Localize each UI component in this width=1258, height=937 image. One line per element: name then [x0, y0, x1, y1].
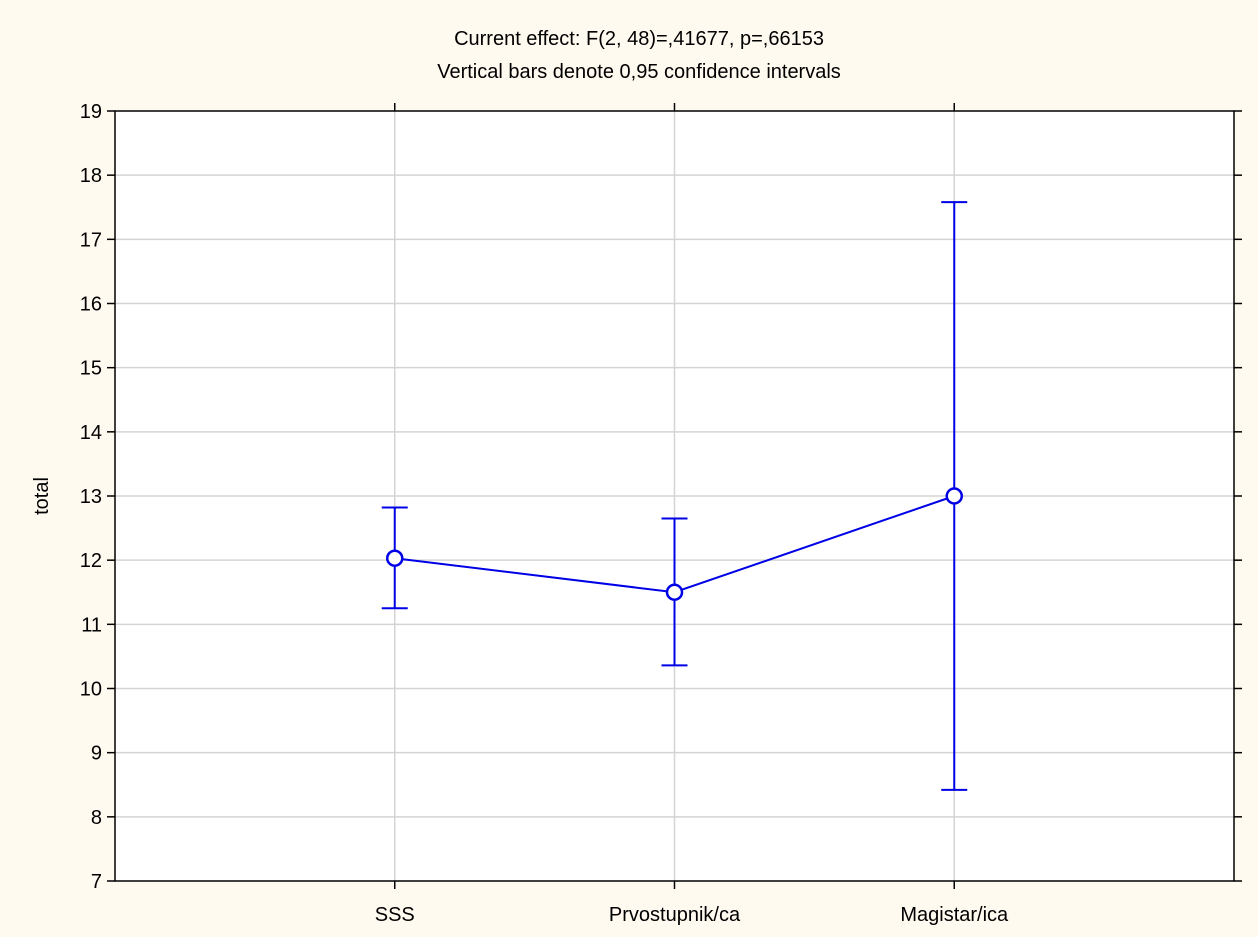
data-point	[665, 583, 684, 601]
data-point	[386, 549, 404, 567]
y-tick-label: 18	[80, 165, 102, 187]
x-tick-label: Prvostupnik/ca	[609, 904, 741, 926]
y-tick-label: 7	[91, 871, 102, 893]
data-point	[945, 487, 963, 505]
plot-frame	[114, 110, 1235, 882]
chart-title: Current effect: F(2, 48)=,41677, p=,6615…	[454, 28, 824, 50]
y-tick-label: 14	[80, 422, 102, 444]
chart-subtitle: Vertical bars denote 0,95 confidence int…	[437, 61, 841, 83]
y-tick-label: 16	[80, 294, 102, 316]
gridlines	[115, 111, 1234, 881]
y-tick-label: 17	[80, 229, 102, 251]
x-axis: SSS Prvostupnik/ca Magistar/ica	[375, 103, 1009, 926]
y-tick-label: 11	[81, 614, 102, 636]
y-axis: 7 8 9 10 11 12 13 14 15 16 17 18 19	[80, 101, 1242, 893]
y-tick-label: 10	[80, 679, 102, 701]
y-tick-label: 8	[91, 807, 102, 829]
y-tick-label: 15	[80, 358, 102, 380]
x-tick-label: Magistar/ica	[900, 904, 1009, 926]
y-tick-label: 13	[80, 486, 102, 508]
series-group	[381, 201, 968, 791]
y-axis-label: total	[31, 477, 53, 515]
y-tick-label: 9	[91, 743, 102, 765]
y-tick-label: 19	[80, 101, 102, 123]
y-tick-label: 12	[80, 550, 102, 572]
x-tick-label: SSS	[375, 904, 415, 926]
